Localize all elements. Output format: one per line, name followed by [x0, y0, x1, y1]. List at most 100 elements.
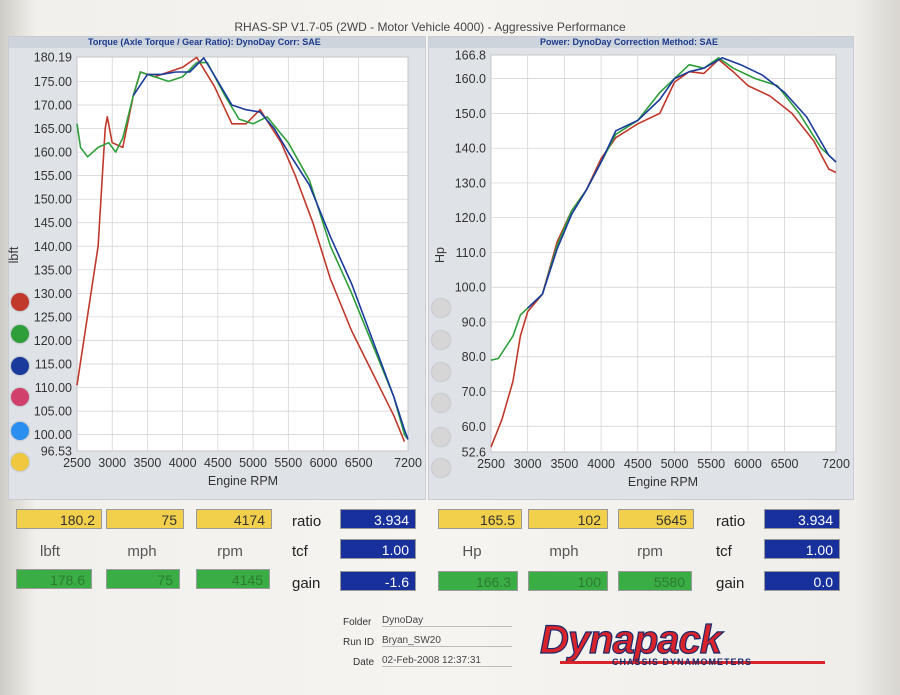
power-x-axis-label: Engine RPM	[628, 475, 698, 489]
power-ytick-label: 150.0	[455, 107, 486, 121]
right-unit-0: Hp	[462, 543, 482, 560]
left-unit-2: rpm	[217, 543, 243, 560]
left-bottom-0: 178.6	[16, 569, 92, 589]
power-xtick-label: 7200	[822, 457, 850, 471]
torque-ytick-label: 110.00	[35, 381, 72, 395]
left-gain-value: -1.6	[340, 571, 416, 591]
power-xtick-label: 2500	[477, 457, 505, 471]
power-ytick-label: 120.0	[455, 211, 486, 225]
date-label: Date	[353, 657, 375, 668]
power-ytick-label: 60.0	[462, 420, 486, 434]
power-ytick-label: 166.8	[455, 49, 486, 63]
torque-plot-title: Torque (Axle Torque / Gear Ratio): DynoD…	[88, 37, 321, 47]
torque-xtick-label: 4500	[204, 456, 232, 470]
date-value: 02-Feb-2008 12:37:31	[382, 655, 512, 667]
torque-ytick-label: 96.53	[41, 445, 72, 459]
power-plot-title: Power: DynoDay Correction Method: SAE	[540, 37, 719, 47]
left-bottom-1: 75	[106, 569, 180, 589]
legend-dot-empty-2	[432, 363, 450, 381]
right-label-gain: gain	[716, 575, 745, 592]
torque-ytick-label: 105.00	[34, 405, 72, 419]
right-gain-value: 0.0	[764, 571, 840, 591]
power-series-2	[527, 56, 837, 309]
torque-ytick-label: 160.00	[34, 146, 72, 160]
legend-dot-empty-4	[432, 428, 450, 446]
right-top-2: 5645	[618, 509, 694, 529]
torque-series-0	[76, 56, 406, 443]
power-xtick-label: 4500	[624, 457, 652, 471]
left-label-ratio: ratio	[292, 513, 322, 530]
power-ytick-label: 110.0	[456, 246, 486, 260]
torque-xtick-label: 2500	[63, 456, 91, 470]
torque-ytick-label: 145.00	[34, 216, 72, 230]
right-bottom-2: 5580	[618, 571, 692, 591]
torque-x-axis-label: Engine RPM	[208, 474, 278, 488]
left-label-gain: gain	[292, 575, 321, 592]
power-y-axis-label: Hp	[433, 247, 447, 263]
left-top-1: 75	[106, 509, 184, 529]
power-xtick-label: 6500	[771, 457, 799, 471]
dynapack-logo: Dynapack	[539, 617, 722, 662]
left-tcf-value: 1.00	[340, 539, 416, 559]
torque-ytick-label: 130.00	[34, 287, 72, 301]
power-ytick-label: 130.0	[455, 176, 486, 190]
torque-plot-area	[76, 56, 409, 452]
torque-ytick-label: 165.00	[34, 122, 72, 136]
torque-series-1	[76, 61, 409, 440]
torque-ytick-label: 125.00	[34, 310, 72, 324]
left-bottom-2: 4145	[196, 569, 270, 589]
folder-value: DynoDay	[382, 615, 512, 627]
torque-ytick-label: 135.00	[34, 263, 72, 277]
logo-subtitle: CHASSIS DYNAMOMETERS	[612, 657, 753, 667]
power-ytick-label: 140.0	[455, 142, 486, 156]
power-plot-area	[490, 54, 837, 453]
left-unit-0: lbft	[39, 543, 60, 560]
torque-xtick-label: 5000	[239, 456, 267, 470]
legend-dot-0	[11, 293, 29, 311]
report-title: RHAS-SP V1.7-05 (2WD - Motor Vehicle 400…	[234, 20, 626, 34]
power-xtick-label: 4000	[587, 457, 615, 471]
left-top-2: 4174	[196, 509, 272, 529]
torque-xtick-label: 4000	[169, 456, 197, 470]
torque-xtick-label: 3000	[98, 456, 126, 470]
right-ratio-value: 3.934	[764, 509, 840, 529]
right-unit-2: rpm	[637, 543, 663, 560]
power-xtick-label: 5500	[697, 457, 725, 471]
torque-xtick-label: 3500	[134, 456, 162, 470]
power-ytick-label: 100.0	[455, 281, 486, 295]
torque-ytick-label: 175.00	[34, 75, 72, 89]
legend-dot-empty-5	[432, 459, 450, 477]
legend-dot-empty-1	[432, 331, 450, 349]
power-ytick-label: 160.0	[455, 72, 486, 86]
torque-ytick-label: 180.19	[34, 51, 72, 65]
right-label-tcf: tcf	[716, 543, 732, 560]
right-unit-1: mph	[549, 543, 579, 560]
torque-xtick-label: 5500	[274, 456, 302, 470]
legend-dot-2	[11, 357, 29, 375]
legend-dot-empty-0	[432, 299, 450, 317]
torque-ytick-label: 115.00	[35, 358, 72, 372]
legend-dot-5	[11, 453, 29, 471]
torque-xtick-label: 6000	[310, 456, 338, 470]
power-xtick-label: 3000	[514, 457, 542, 471]
torque-ytick-label: 100.00	[34, 428, 72, 442]
left-unit-1: mph	[127, 543, 157, 560]
power-xtick-label: 3500	[550, 457, 578, 471]
power-xtick-label: 5000	[661, 457, 689, 471]
power-xtick-label: 6000	[734, 457, 762, 471]
left-ratio-value: 3.934	[340, 509, 416, 529]
torque-xtick-label: 6500	[345, 456, 373, 470]
folder-label: Folder	[343, 617, 372, 628]
legend-dot-4	[11, 422, 29, 440]
torque-ytick-label: 120.00	[34, 334, 72, 348]
left-top-0: 180.2	[16, 509, 102, 529]
right-bottom-1: 100	[528, 571, 608, 591]
torque-xtick-label: 7200	[394, 456, 422, 470]
power-ytick-label: 70.0	[462, 385, 486, 399]
torque-ytick-label: 170.00	[34, 98, 72, 112]
power-ytick-label: 52.6	[462, 446, 486, 460]
torque-ytick-label: 155.00	[34, 169, 72, 183]
left-label-tcf: tcf	[292, 543, 308, 560]
torque-ytick-label: 150.00	[34, 193, 72, 207]
